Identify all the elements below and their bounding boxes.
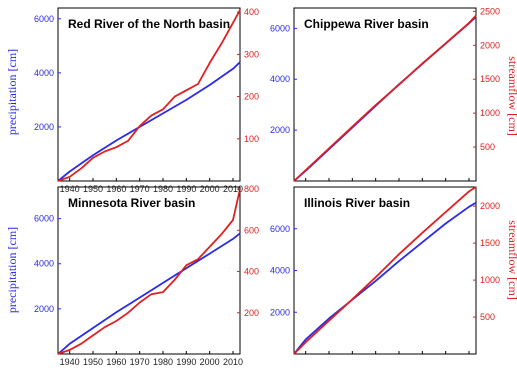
right-tick-label: 600 — [244, 225, 259, 235]
x-tick-label: 1980 — [153, 184, 173, 194]
x-tick-label: 1960 — [106, 184, 126, 194]
panel-frame-2 — [57, 186, 241, 355]
x-tick-label: 1950 — [83, 357, 103, 367]
x-tick-label: 2010 — [223, 357, 243, 367]
x-tick-label: 1970 — [130, 184, 150, 194]
left-tick-label: 6000 — [270, 23, 290, 33]
left-tick-label: 2000 — [34, 122, 54, 132]
right-tick-label: 500 — [480, 142, 495, 152]
panel-frame-0 — [57, 7, 241, 182]
left-tick-label: 4000 — [34, 259, 54, 269]
right-tick-label: 200 — [244, 308, 259, 318]
x-tick-label: 2010 — [223, 184, 243, 194]
right-tick-label: 300 — [244, 49, 259, 59]
right-tick-label: 400 — [244, 7, 259, 17]
x-tick-label: 1990 — [176, 184, 196, 194]
precipitation-line — [293, 201, 477, 355]
precipitation-line — [57, 61, 241, 182]
panel-title: Red River of the North basin — [68, 17, 230, 31]
right-tick-label: 2000 — [480, 40, 500, 50]
x-tick-label: 1960 — [106, 357, 126, 367]
left-tick-label: 6000 — [34, 214, 54, 224]
streamflow-line — [57, 9, 241, 182]
streamflow-line — [293, 186, 477, 355]
left-tick-label: 4000 — [34, 68, 54, 78]
x-tick-label: 2000 — [200, 357, 220, 367]
x-tick-label: 1990 — [176, 357, 196, 367]
x-tick-label: 1970 — [130, 357, 150, 367]
right-tick-label: 800 — [244, 184, 259, 194]
streamflow-line — [293, 14, 477, 182]
right-tick-label: 400 — [244, 267, 259, 277]
right-tick-label: 200 — [244, 92, 259, 102]
left-tick-label: 4000 — [270, 266, 290, 276]
left-tick-label: 2000 — [270, 125, 290, 135]
x-tick-label: 1980 — [153, 357, 173, 367]
left-axis-label-bottom: precipitation [cm] — [5, 227, 19, 313]
right-tick-label: 500 — [480, 312, 495, 322]
x-tick-label: 1950 — [83, 184, 103, 194]
right-tick-label: 1500 — [480, 74, 500, 84]
panel-title: Illinois River basin — [304, 196, 410, 210]
precipitation-line — [57, 232, 241, 355]
right-tick-label: 1000 — [480, 108, 500, 118]
left-tick-label: 6000 — [270, 224, 290, 234]
x-tick-label: 2000 — [200, 184, 220, 194]
streamflow-line — [57, 188, 241, 355]
left-axis-label-top: precipitation [cm] — [5, 49, 19, 135]
x-tick-label: 1940 — [60, 184, 80, 194]
right-tick-label: 2000 — [480, 201, 500, 211]
right-tick-label: 1500 — [480, 238, 500, 248]
right-tick-label: 100 — [244, 134, 259, 144]
right-axis-label-top: streamflow [cm] — [506, 56, 517, 136]
left-tick-label: 2000 — [270, 307, 290, 317]
left-tick-label: 4000 — [270, 74, 290, 84]
panel-title: Chippewa River basin — [304, 17, 429, 31]
right-tick-label: 1000 — [480, 275, 500, 285]
left-tick-label: 6000 — [34, 14, 54, 24]
right-tick-label: 2500 — [480, 6, 500, 16]
left-tick-label: 2000 — [34, 304, 54, 314]
right-axis-label-bottom: streamflow [cm] — [506, 220, 517, 300]
x-tick-label: 1940 — [60, 357, 80, 367]
panel-title: Minnesota River basin — [68, 196, 195, 210]
